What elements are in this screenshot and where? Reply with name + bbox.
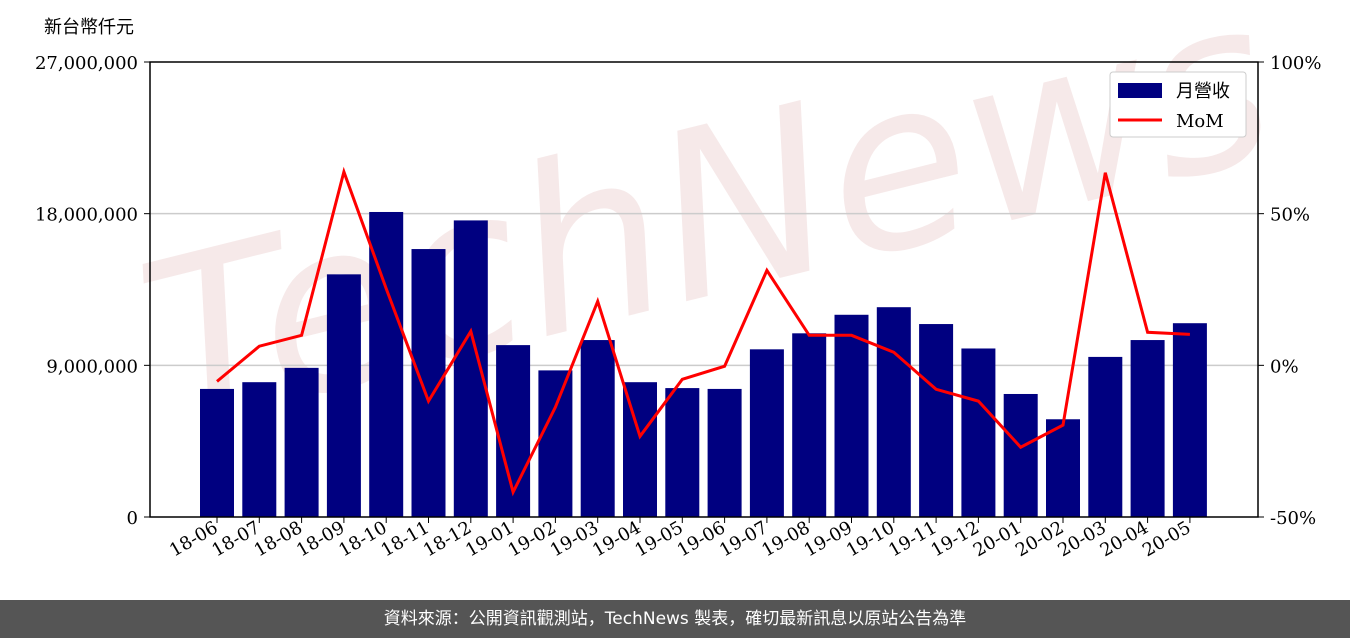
chart: 新台幣仟元 TechNews 09,000,00018,000,00027,00… (35, 0, 1322, 561)
y2-tick-label: -50% (1270, 508, 1316, 529)
line (216, 166, 1190, 497)
bar (1046, 419, 1080, 517)
bar (707, 388, 742, 517)
bar (665, 388, 700, 517)
y-tick-label: 27,000,000 (35, 53, 138, 74)
legend-swatch (1118, 83, 1162, 98)
plot-frame (149, 61, 1259, 518)
bar (876, 307, 911, 517)
bar (1003, 393, 1038, 517)
bar (538, 370, 573, 517)
y2-tick-label: 50% (1270, 205, 1310, 226)
bar (1088, 356, 1123, 517)
y-axis-label: 新台幣仟元 (44, 17, 134, 38)
y2-tick-label: 100% (1270, 53, 1321, 74)
y-tick-label: 0 (127, 508, 138, 529)
bar (580, 340, 615, 517)
bar (242, 382, 277, 517)
footer: 資料來源：公開資訊觀測站，TechNews 製表，確切最新訊息以原站公告為準 (0, 600, 1350, 638)
bar (834, 314, 869, 517)
y-tick-label: 18,000,000 (35, 205, 138, 226)
x-tick-label: 20-05 (1139, 517, 1194, 561)
bar (792, 333, 827, 517)
bar (326, 274, 361, 517)
bar (749, 349, 784, 517)
bar (453, 220, 488, 517)
legend-label: MoM (1176, 111, 1224, 132)
bar (200, 388, 234, 517)
legend-label: 月營收 (1176, 81, 1230, 102)
bar (919, 324, 954, 517)
y-tick-label: 9,000,000 (46, 356, 138, 377)
bar (284, 367, 319, 517)
bar (1130, 340, 1165, 517)
bar (961, 348, 996, 517)
bar (369, 211, 404, 517)
bar (1172, 323, 1207, 517)
y2-tick-label: 0% (1270, 356, 1299, 377)
